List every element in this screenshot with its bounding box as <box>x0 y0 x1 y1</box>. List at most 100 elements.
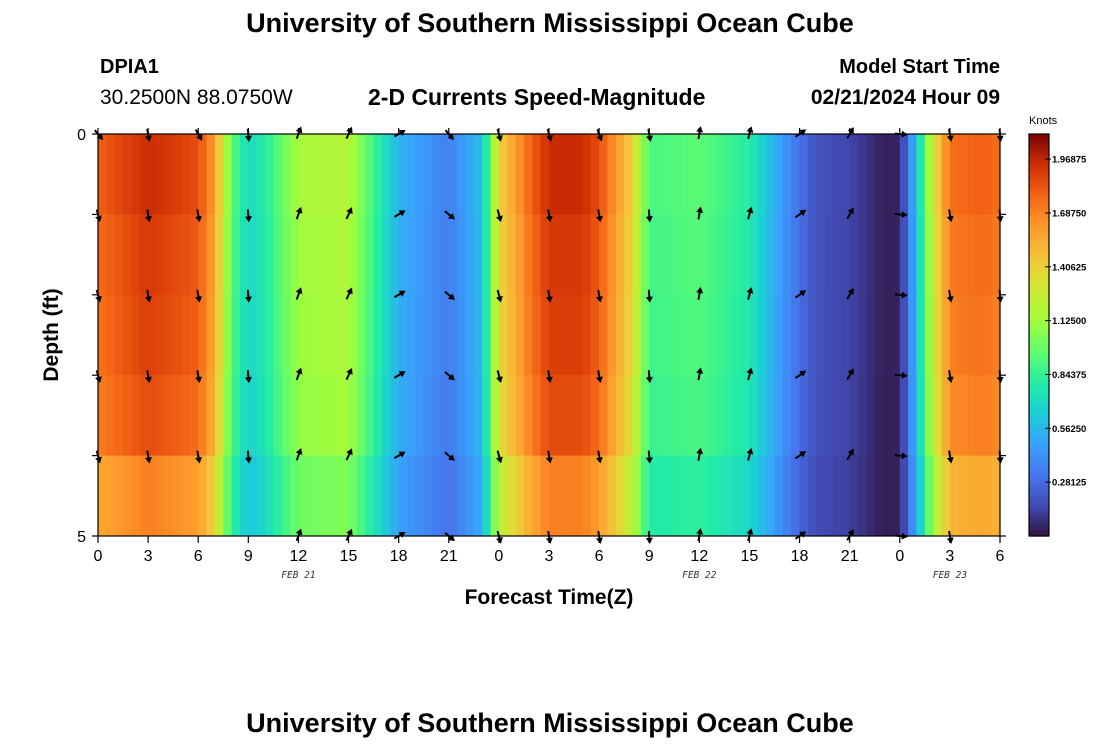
colorbar-segment <box>1029 381 1049 386</box>
heatmap-cell <box>665 294 675 376</box>
heatmap-cell <box>799 134 809 215</box>
colorbar-segment <box>1029 271 1049 276</box>
heatmap-cell <box>858 214 867 296</box>
heatmap-cell <box>206 455 216 536</box>
heatmap-cell <box>231 214 241 296</box>
heatmap-cell <box>590 294 600 376</box>
heatmap-cell <box>331 134 341 215</box>
heatmap-cell <box>807 294 817 376</box>
heatmap-cell <box>682 294 692 376</box>
heatmap-cell <box>966 214 976 296</box>
current-arrow <box>244 209 252 223</box>
heatmap-cell <box>265 294 274 376</box>
heatmap-cell <box>690 455 700 536</box>
heatmap-cell <box>824 455 834 536</box>
heatmap-cell <box>473 294 483 376</box>
heatmap-cell <box>757 294 767 376</box>
heatmap-cell <box>365 134 375 215</box>
heatmap-cell <box>131 134 141 215</box>
heatmap-cell <box>256 294 266 376</box>
heatmap-cell <box>565 134 575 215</box>
heatmap-cell <box>365 375 375 457</box>
footer-title: University of Southern Mississippi Ocean… <box>246 708 854 738</box>
heatmap-cell <box>507 134 517 215</box>
heatmap-cell <box>423 134 433 215</box>
heatmap-cell <box>574 375 584 457</box>
heatmap-cell <box>741 375 751 457</box>
heatmap-cell <box>841 134 851 215</box>
colorbar-segment <box>1029 428 1049 433</box>
heatmap-cell <box>949 214 959 296</box>
y-tick-label: 0 <box>77 127 86 144</box>
heatmap-cell <box>807 455 817 536</box>
heatmap-cell <box>674 455 684 536</box>
heatmap-cell <box>206 294 216 376</box>
heatmap-cell <box>841 375 851 457</box>
colorbar-segment <box>1029 247 1049 252</box>
heatmap-cell <box>381 134 391 215</box>
current-arrow <box>846 368 854 381</box>
heatmap-cell <box>398 375 408 457</box>
heatmap-cell <box>465 214 475 296</box>
current-arrow <box>894 291 908 299</box>
colorbar-segment <box>1029 264 1049 269</box>
heatmap-cell <box>699 294 709 376</box>
x-tick-label: 15 <box>741 548 759 565</box>
heatmap-cell <box>290 134 300 215</box>
heatmap-cell <box>415 214 425 296</box>
heatmap-cells <box>98 134 1000 536</box>
heatmap-cell <box>966 294 976 376</box>
heatmap-cell <box>482 134 492 215</box>
heatmap-cell <box>615 294 625 376</box>
heatmap-cell <box>139 375 149 457</box>
heatmap-cell <box>665 134 675 215</box>
colorbar-segment <box>1029 395 1049 400</box>
current-arrow <box>545 289 553 303</box>
heatmap-cell <box>340 294 350 376</box>
heatmap-cell <box>273 375 283 457</box>
heatmap-cell <box>315 134 325 215</box>
heatmap-cell <box>198 294 208 376</box>
heatmap-cell <box>974 294 984 376</box>
heatmap-cell <box>582 455 592 536</box>
heatmap-cell <box>540 375 550 457</box>
current-arrow <box>444 371 455 381</box>
heatmap-cell <box>173 214 183 296</box>
current-arrow <box>345 287 353 300</box>
current-arrow <box>295 206 303 220</box>
heatmap-cell <box>866 455 876 536</box>
colorbar-segment <box>1029 268 1049 272</box>
colorbar-segment <box>1029 204 1049 209</box>
heatmap-cell <box>924 455 934 536</box>
heatmap-cell <box>649 455 659 536</box>
heatmap-cell <box>532 134 542 215</box>
heatmap-cell <box>816 134 826 215</box>
heatmap-cell <box>181 294 191 376</box>
heatmap-cell <box>682 375 692 457</box>
heatmap-cell <box>924 375 934 457</box>
heatmap-cell <box>498 455 508 536</box>
heatmap-cell <box>841 214 851 296</box>
current-arrow <box>444 451 455 461</box>
heatmap-cell <box>983 214 993 296</box>
colorbar-tick-label: 0.28125 <box>1052 478 1087 489</box>
heatmap-cell <box>824 214 834 296</box>
heatmap-cell <box>298 214 308 296</box>
heatmap-cell <box>657 375 667 457</box>
heatmap-cell <box>707 375 717 457</box>
heatmap-cell <box>148 455 158 536</box>
x-tick-label: 18 <box>791 548 809 565</box>
heatmap-cell <box>991 214 1000 296</box>
heatmap-cell <box>766 294 776 376</box>
current-arrow <box>393 290 406 299</box>
colorbar-segment <box>1029 405 1049 410</box>
heatmap-cell <box>574 455 584 536</box>
colorbar-segment <box>1029 328 1049 333</box>
colorbar-tick-label: 1.40625 <box>1052 262 1087 273</box>
colorbar-segment <box>1029 455 1049 460</box>
heatmap-cell <box>916 214 926 296</box>
heatmap-cell <box>306 214 316 296</box>
heatmap-cell <box>106 214 116 296</box>
heatmap-cell <box>741 214 751 296</box>
heatmap-cell <box>732 375 742 457</box>
